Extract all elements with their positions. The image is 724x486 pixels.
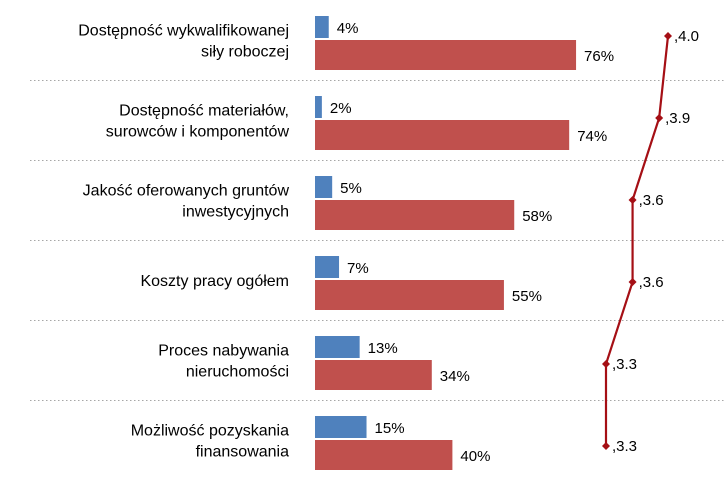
data-label-series-1: 13% <box>368 340 398 357</box>
data-label-series-1: 7% <box>347 260 369 277</box>
data-label-series-2: 34% <box>440 368 470 385</box>
data-label-series-2: 55% <box>512 288 542 305</box>
category-label: nieruchomości <box>186 364 289 381</box>
rating-point <box>628 278 637 286</box>
bars <box>315 16 577 470</box>
category-label: Dostępność materiałów, <box>119 103 289 120</box>
bar-series-1 <box>315 256 340 278</box>
category-label: surowców i komponentów <box>106 124 290 141</box>
category-label: inwestycyjnych <box>182 204 289 221</box>
data-label-series-2: 76% <box>584 48 614 65</box>
rating-label: ,4.0 <box>674 28 699 45</box>
category-label: Koszty pracy ogółem <box>140 273 289 290</box>
bar-series-1 <box>315 96 322 118</box>
rating-label: ,3.6 <box>639 274 664 291</box>
bar-series-1 <box>315 176 333 198</box>
rating-point <box>602 442 610 450</box>
bar-series-2 <box>315 280 504 310</box>
data-label-series-1: 4% <box>337 20 359 37</box>
rating-point <box>602 360 610 368</box>
rating-label: ,3.3 <box>612 356 637 373</box>
bar-series-1 <box>315 416 367 438</box>
bar-series-2 <box>315 40 577 70</box>
rating-label: ,3.3 <box>612 438 637 455</box>
rating-point <box>655 114 664 122</box>
rating-point <box>628 196 637 204</box>
rating-point <box>664 32 672 40</box>
bar-series-1 <box>315 336 360 358</box>
data-label-series-1: 2% <box>330 100 352 117</box>
category-labels: Dostępność wykwalifikowanej siły roboczej… <box>78 23 289 461</box>
category-label: Proces nabywania <box>158 343 289 360</box>
rating-line: ,4.0 ,3.9 ,3.6 ,3.6 ,3.3 ,3.3 <box>602 28 699 455</box>
rating-line-path <box>604 35 670 446</box>
data-label-series-1: 5% <box>340 180 362 197</box>
rating-label: ,3.6 <box>639 192 664 209</box>
bar-series-2 <box>315 440 453 470</box>
data-label-series-2: 58% <box>522 208 552 225</box>
bar-labels: 4% 76% 2% 74% 5% 58% 7% 55% 13% 34% 15% 40% <box>330 20 614 465</box>
category-label: finansowania <box>196 444 290 461</box>
bar-series-2 <box>315 120 570 150</box>
rating-label: ,3.9 <box>665 110 690 127</box>
category-label: Jakość oferowanych gruntów <box>83 183 290 200</box>
bar-series-2 <box>315 200 515 230</box>
data-label-series-2: 40% <box>460 448 490 465</box>
category-label: Możliwość pozyskania <box>131 423 289 440</box>
data-label-series-1: 15% <box>375 420 405 437</box>
bar-series-2 <box>315 360 432 390</box>
category-label: Dostępność wykwalifikowanej <box>78 23 289 40</box>
data-label-series-2: 74% <box>577 128 607 145</box>
bar-series-1 <box>315 16 329 38</box>
category-label: siły roboczej <box>201 44 289 61</box>
